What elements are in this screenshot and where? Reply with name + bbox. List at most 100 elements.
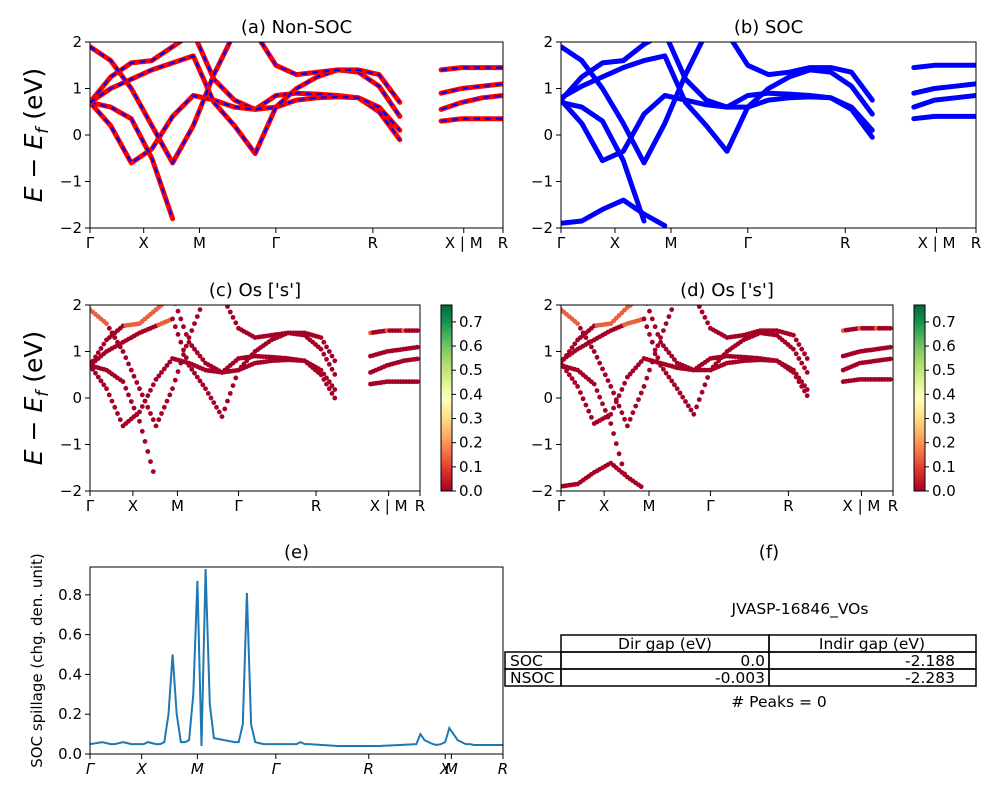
colorbar-tick-label: 0.3 xyxy=(459,410,483,428)
x-tick-label: M xyxy=(193,234,206,252)
projection-point xyxy=(150,382,156,388)
table-row-nsoc-dir: -0.003 xyxy=(715,669,765,687)
y-tick-label: −1 xyxy=(60,436,82,454)
projection-point xyxy=(131,405,137,411)
projection-point xyxy=(791,332,796,338)
x-tick-label: Γ xyxy=(557,234,566,252)
table-row-soc-name: SOC xyxy=(510,652,543,670)
projection-point xyxy=(636,297,641,302)
projection-point xyxy=(128,367,134,373)
projection-point xyxy=(605,378,611,383)
projection-point xyxy=(616,403,622,409)
projection-point xyxy=(663,346,669,352)
panel-c: (c) Os ['s'] −2 −1 0 1 2 Γ X M Γ R X | M R 0.0 0.1 0.2 0… xyxy=(60,280,483,515)
projection-point xyxy=(804,370,810,375)
projection-point xyxy=(186,363,192,368)
projection-point xyxy=(236,367,241,373)
projection-point xyxy=(791,367,796,373)
scatter-points xyxy=(561,295,893,490)
projection-point xyxy=(112,335,118,340)
colorbar-tick-label: 0.5 xyxy=(459,361,483,379)
scatter-points xyxy=(90,296,420,474)
projection-point xyxy=(619,387,625,392)
x-tick-label: M xyxy=(191,760,204,778)
projection-point xyxy=(192,321,197,326)
projection-point xyxy=(175,369,181,374)
x-tick-label: R xyxy=(498,234,508,252)
axes-frame xyxy=(89,566,504,755)
projection-point xyxy=(793,351,799,357)
projection-point xyxy=(104,321,109,326)
x-tick-label: X | M xyxy=(445,234,483,252)
projection-point xyxy=(611,390,616,396)
x-tick-label: R xyxy=(783,497,793,515)
projection-point xyxy=(167,296,172,301)
projection-point xyxy=(211,400,217,405)
projection-point xyxy=(167,359,173,365)
band-line-dash-0 xyxy=(90,42,503,141)
projection-point xyxy=(183,332,189,337)
x-tick-label: X xyxy=(135,760,147,778)
projection-point xyxy=(126,392,131,398)
projection-point xyxy=(708,367,713,373)
projection-point xyxy=(616,393,622,399)
projection-point xyxy=(575,384,580,389)
y-tick-label: −2 xyxy=(531,482,553,500)
projection-point xyxy=(622,416,627,422)
projection-point xyxy=(170,386,175,392)
projection-point xyxy=(128,399,134,404)
panel-a: (a) Non-SOC −2 −1 0 1 2 Γ X M Γ R X | M R xyxy=(60,17,508,252)
projection-point xyxy=(802,365,807,371)
x-tick-label: Γ xyxy=(86,497,95,515)
projection-point xyxy=(655,332,661,337)
projection-point xyxy=(112,404,118,410)
projection-point xyxy=(793,371,799,377)
projection-point xyxy=(109,398,115,404)
projection-point xyxy=(117,417,123,423)
projection-point xyxy=(622,380,627,386)
x-tick-label: Γ xyxy=(272,234,281,252)
projection-point xyxy=(161,404,167,410)
x-tick-label: Γ xyxy=(272,760,282,778)
projection-point xyxy=(163,305,165,306)
projection-point xyxy=(172,324,178,330)
projection-point xyxy=(227,391,233,396)
projection-point xyxy=(321,351,327,357)
projection-point xyxy=(658,339,663,345)
projection-point xyxy=(611,405,616,411)
projection-point xyxy=(721,352,727,357)
projection-point xyxy=(230,315,236,320)
colorbar-tick-label: 0.1 xyxy=(459,458,483,476)
projection-point xyxy=(189,343,195,349)
projection-point xyxy=(802,351,807,357)
projection-point xyxy=(189,328,195,333)
x-tick-label: R xyxy=(311,497,321,515)
projection-point xyxy=(683,399,688,404)
ylabel-tail: (eV) xyxy=(19,68,48,128)
projection-point xyxy=(233,375,239,381)
projection-point xyxy=(611,431,616,436)
table-row-soc-indir: -2.188 xyxy=(905,652,955,670)
projection-point xyxy=(178,360,184,366)
projection-point xyxy=(145,449,151,454)
table-row-nsoc-indir: -2.283 xyxy=(905,669,955,687)
projection-point xyxy=(608,384,614,389)
projection-point xyxy=(189,366,195,372)
projection-point xyxy=(633,299,638,304)
projection-point xyxy=(150,417,156,423)
projection-point xyxy=(131,373,137,379)
projection-point xyxy=(713,361,719,367)
projection-point xyxy=(639,295,644,300)
projection-point xyxy=(572,341,578,347)
projection-point xyxy=(716,358,722,364)
projection-point xyxy=(627,305,633,308)
projection-point xyxy=(796,375,802,381)
x-tick-label: X xyxy=(439,760,451,778)
projection-point xyxy=(647,367,652,373)
projection-point xyxy=(608,421,614,426)
y-tick-label: 0 xyxy=(543,126,553,144)
x-tick-label: R xyxy=(498,760,508,778)
y-tick-label: 0 xyxy=(72,126,82,144)
projection-point xyxy=(649,316,655,322)
